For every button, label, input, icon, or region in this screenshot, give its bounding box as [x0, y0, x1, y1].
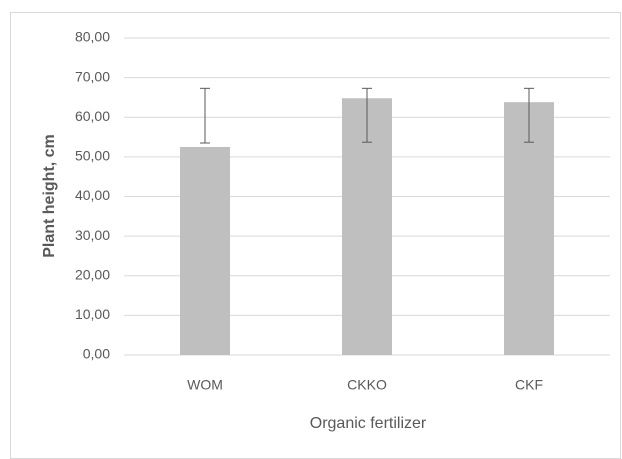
y-axis-title: Plant height, cm	[41, 134, 58, 258]
bar	[180, 146, 230, 355]
y-tick-label: 50,00	[75, 148, 110, 164]
x-tick-label: WOM	[187, 377, 223, 393]
y-tick-label: 10,00	[75, 306, 110, 322]
x-tick-label: CKF	[515, 377, 543, 393]
y-tick-label: 80,00	[75, 29, 110, 45]
y-tick-label: 0,00	[83, 346, 110, 362]
bar	[504, 102, 554, 355]
x-axis-title: Organic fertilizer	[310, 415, 427, 432]
y-tick-label: 20,00	[75, 266, 110, 282]
y-tick-label: 40,00	[75, 187, 110, 203]
y-tick-label: 60,00	[75, 108, 110, 124]
y-tick-label: 70,00	[75, 68, 110, 84]
x-tick-label: CKKO	[347, 377, 387, 393]
y-tick-label: 30,00	[75, 227, 110, 243]
